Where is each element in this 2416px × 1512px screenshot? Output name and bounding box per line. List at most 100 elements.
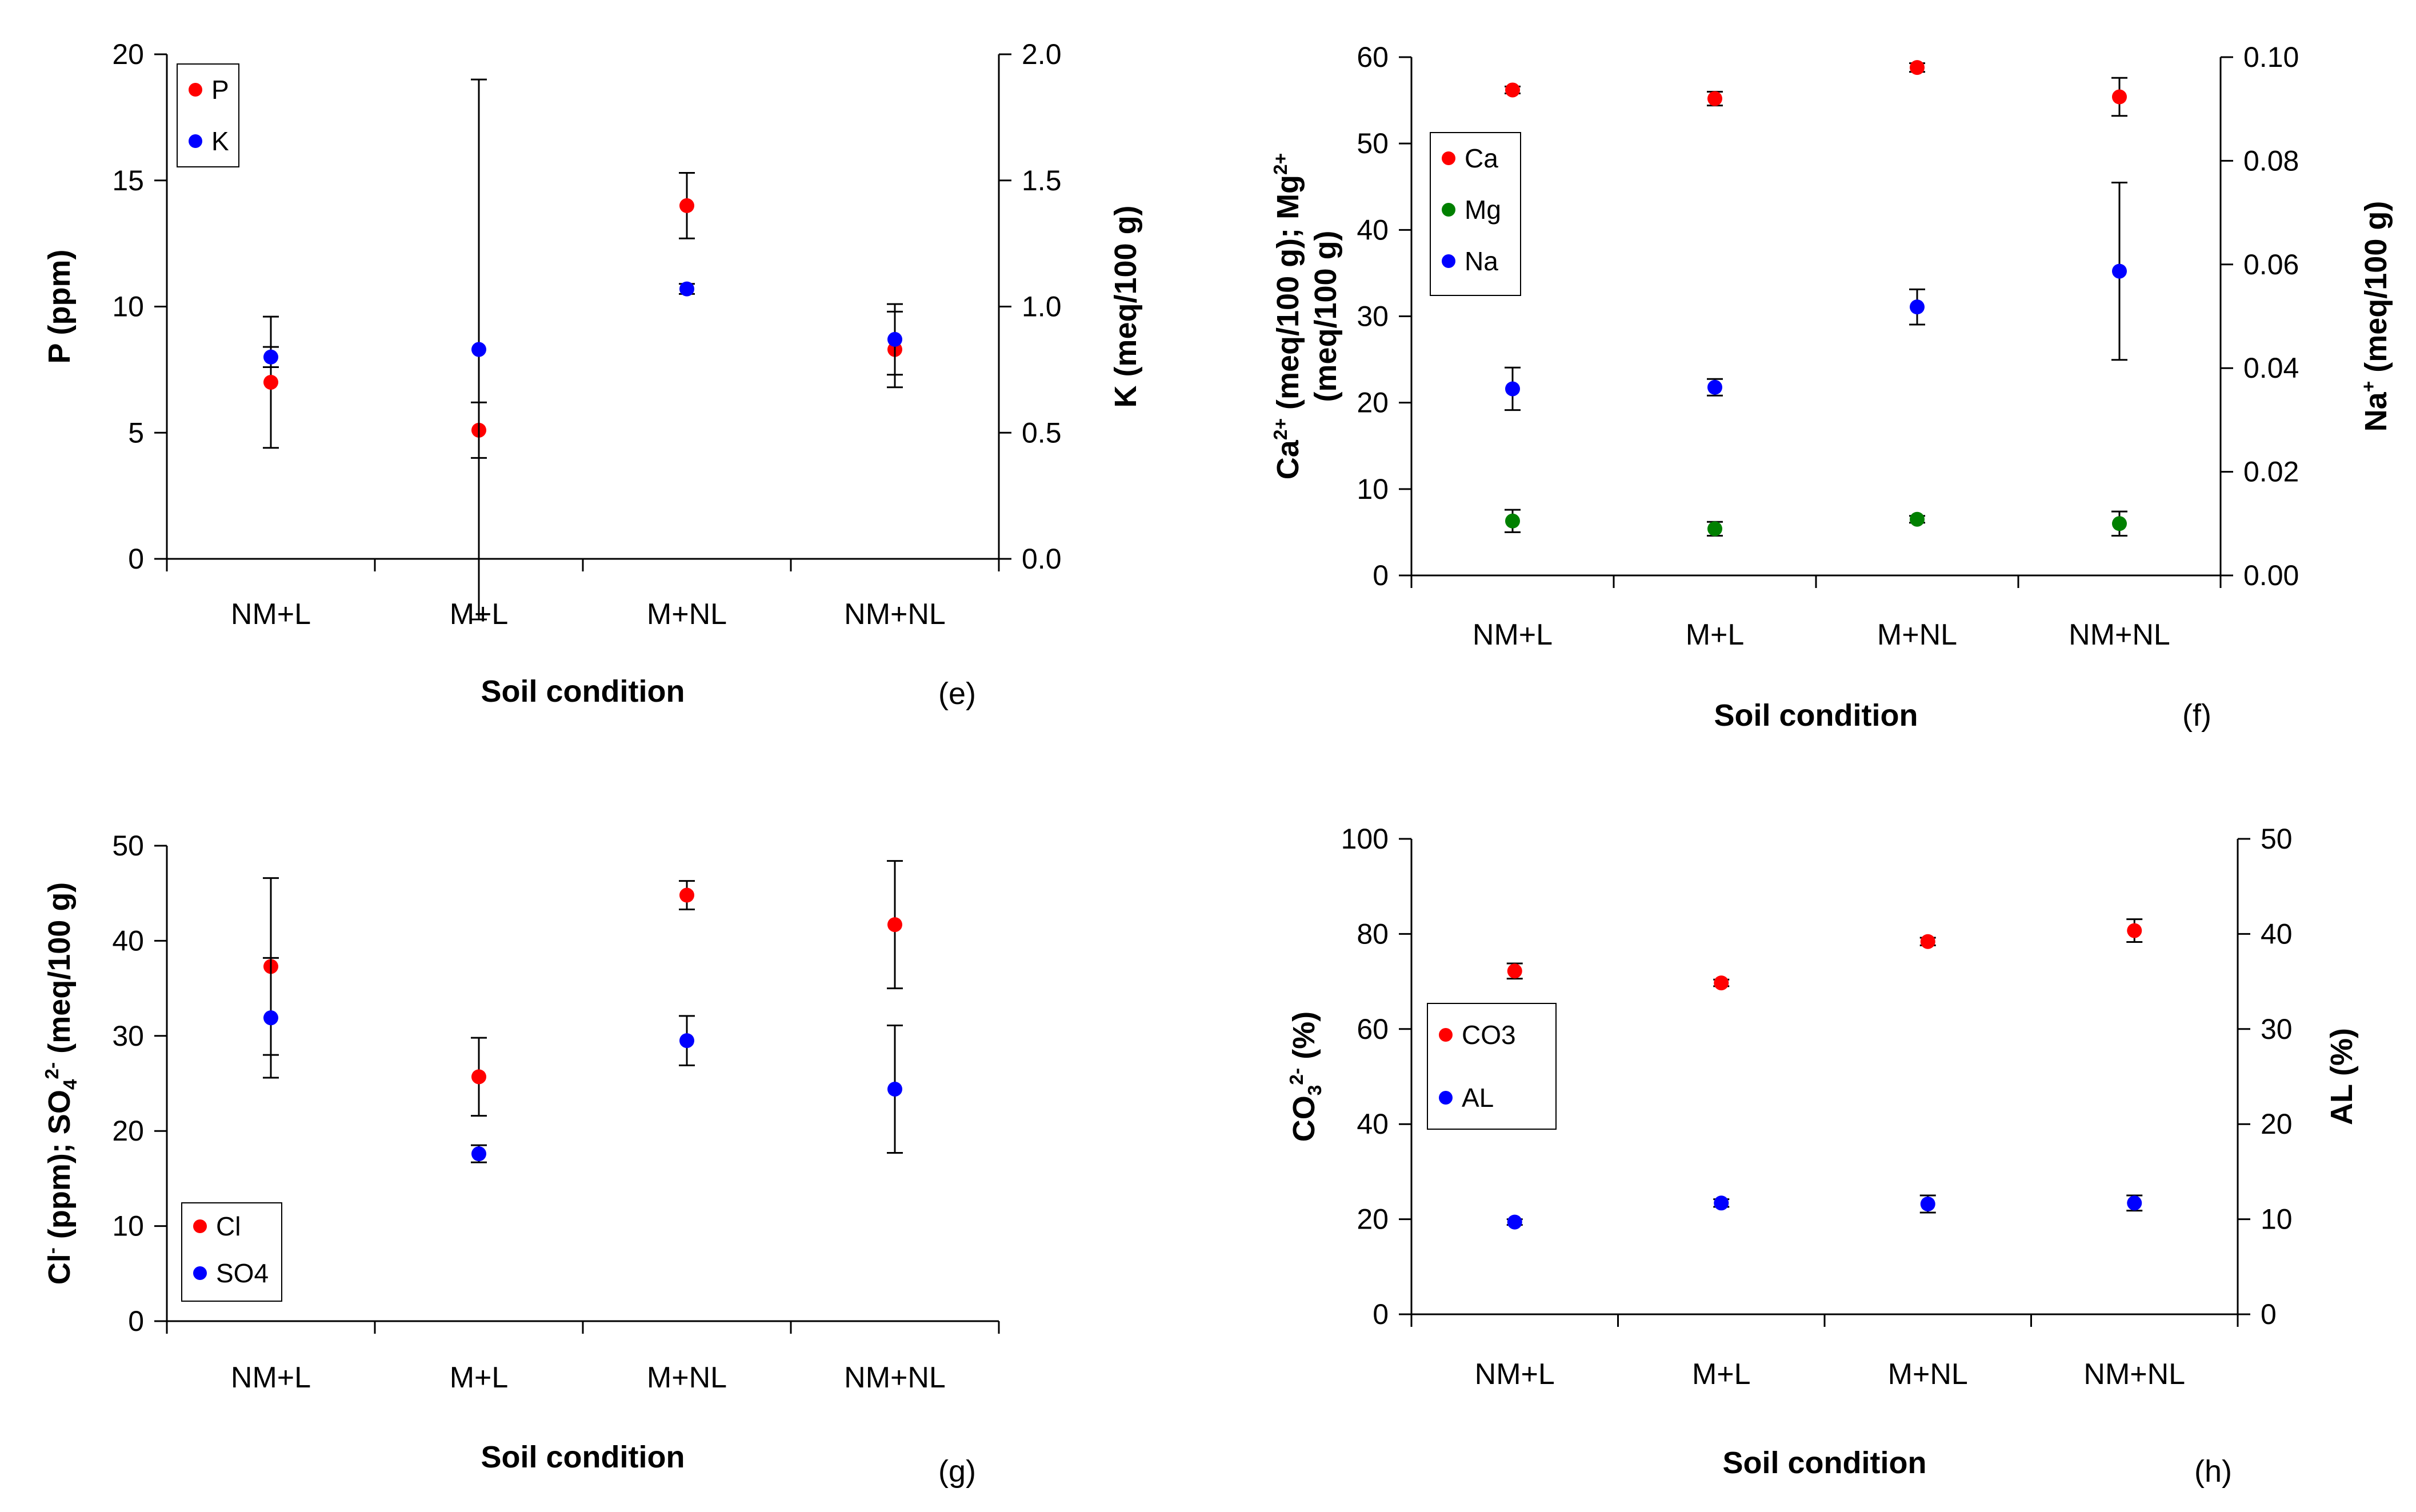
x-axis-label: Soil condition xyxy=(481,1440,685,1474)
y-axis-label-left-line2: (meq/100 g) xyxy=(1309,230,1343,402)
y-tick-label-right: 0.0 xyxy=(1022,543,1062,575)
legend-label-cl: Cl xyxy=(216,1211,241,1241)
legend-marker-cl xyxy=(193,1219,207,1233)
x-tick-label: NM+L xyxy=(1475,1358,1555,1391)
y-tick-label-right: 0.02 xyxy=(2243,456,2299,488)
data-point-co3 xyxy=(2127,923,2142,938)
y-axis-label-left-line1: Ca2+ (meq/100 g); Mg2+ xyxy=(1270,153,1305,479)
y-tick-label-right: 10 xyxy=(2261,1203,2293,1235)
data-point-k xyxy=(471,342,486,357)
data-point-co3 xyxy=(1920,934,1935,949)
legend-box xyxy=(1427,1003,1557,1130)
y-axis-label-left: CO32- (%) xyxy=(1286,1011,1326,1142)
data-point-mg xyxy=(1910,511,1925,527)
y-axis-label-right: K (meq/100 g) xyxy=(1109,205,1143,407)
y-tick-label-left: 10 xyxy=(112,1210,144,1242)
x-tick-label: M+NL xyxy=(1877,618,1957,651)
legend-label-p: P xyxy=(211,75,229,105)
y-tick-label-right: 30 xyxy=(2261,1013,2293,1045)
legend-label-so4: SO4 xyxy=(216,1258,269,1288)
x-tick-label: NM+NL xyxy=(844,1361,946,1394)
data-point-na xyxy=(2112,263,2127,279)
data-point-ca xyxy=(1910,60,1925,75)
x-tick-label: M+L xyxy=(1692,1358,1751,1391)
data-point-so4 xyxy=(471,1146,486,1162)
data-point-ca xyxy=(1505,82,1520,98)
y-tick-label-left: 50 xyxy=(112,830,144,862)
x-tick-label: NM+NL xyxy=(2069,618,2170,651)
data-point-al xyxy=(1714,1195,1729,1211)
panel-label: (f) xyxy=(2182,698,2211,733)
y-tick-label-right: 0.00 xyxy=(2243,559,2299,591)
y-tick-label-left: 30 xyxy=(112,1020,144,1052)
y-tick-label-right: 0.08 xyxy=(2243,145,2299,177)
panel-label: (e) xyxy=(938,677,976,711)
series-na xyxy=(1505,181,2127,411)
x-tick-label: NM+L xyxy=(1473,618,1553,651)
series-so4 xyxy=(263,957,903,1163)
y-axis-label-right: AL (%) xyxy=(2325,1028,2359,1125)
data-point-al xyxy=(2127,1195,2142,1211)
y-tick-label-left: 0 xyxy=(1373,559,1389,591)
y-tick-label-left: 40 xyxy=(1357,214,1389,246)
legend: Cl SO4 xyxy=(181,1202,282,1302)
x-tick-label: M+NL xyxy=(1888,1358,1968,1391)
series-p xyxy=(263,172,903,459)
legend-marker-mg xyxy=(1442,203,1455,217)
chart-panel-g: 0 10 20 30 40 50 NM+L M+L M+NL NM+NL Soil conditio… xyxy=(42,830,1000,1489)
data-point-na xyxy=(1910,299,1925,315)
data-point-ca xyxy=(2112,89,2127,105)
data-point-al xyxy=(1920,1196,1935,1211)
legend: CO3 AL xyxy=(1427,1003,1557,1130)
y-axis-label-right-text: K (meq/100 g) xyxy=(1109,205,1143,407)
legend-marker-p xyxy=(189,83,202,97)
y-tick-label-left: 20 xyxy=(112,38,144,70)
legend-marker-so4 xyxy=(193,1266,207,1280)
series-mg xyxy=(1505,509,2127,537)
y-tick-label-left: 100 xyxy=(1341,823,1389,855)
x-tick-label: M+L xyxy=(1686,618,1745,651)
data-point-cl xyxy=(887,917,902,933)
legend-box xyxy=(181,1202,282,1302)
y-tick-label-right: 0.10 xyxy=(2243,41,2299,73)
data-point-k xyxy=(263,349,278,365)
y-tick-label-left: 0 xyxy=(128,543,144,575)
data-point-na xyxy=(1505,381,1520,397)
y-axis-label-left: P (ppm) xyxy=(42,250,77,364)
legend-marker-co3 xyxy=(1439,1028,1453,1042)
y-tick-label-left: 30 xyxy=(1357,301,1389,333)
data-point-so4 xyxy=(887,1081,902,1097)
y-axis-label-left: Cl- (ppm); SO42- (meq/100 g) xyxy=(42,882,81,1285)
legend-label-na: Na xyxy=(1465,246,1498,276)
y-tick-label-left: 40 xyxy=(112,925,144,957)
y-tick-label-right: 0.5 xyxy=(1022,417,1062,449)
y-axis-label-right-text: AL (%) xyxy=(2325,1028,2359,1125)
y-tick-label-right: 50 xyxy=(2261,823,2293,855)
y-tick-label-left: 80 xyxy=(1357,918,1389,950)
y-tick-label-right: 20 xyxy=(2261,1108,2293,1140)
data-point-k xyxy=(679,281,694,297)
y-tick-label-left: 15 xyxy=(112,165,144,197)
x-axis-label: Soil condition xyxy=(1723,1446,1927,1480)
chart-panel-h: 0 20 40 60 80 100 0 10 20 30 40 50 NM+L M+L M+NL NM+NL S… xyxy=(1286,823,2359,1489)
y-tick-label-right: 2.0 xyxy=(1022,38,1062,70)
y-axis-label-right-text: Na+ (meq/100 g) xyxy=(2358,201,2393,432)
data-point-so4 xyxy=(263,1010,278,1026)
x-axis-label: Soil condition xyxy=(481,674,685,709)
panel-label: (h) xyxy=(2194,1454,2232,1489)
x-tick-label: NM+NL xyxy=(2083,1358,2185,1391)
legend-label-ca: Ca xyxy=(1465,143,1498,173)
series-k xyxy=(263,78,903,621)
y-tick-label-left: 10 xyxy=(1357,473,1389,505)
legend: PK xyxy=(177,63,239,167)
legend-marker-al xyxy=(1439,1091,1453,1105)
y-tick-label-right: 1.0 xyxy=(1022,291,1062,323)
y-axis-label-left-text: Cl- (ppm); SO42- (meq/100 g) xyxy=(42,882,81,1285)
x-tick-label: NM+NL xyxy=(844,598,946,631)
legend-label-mg: Mg xyxy=(1465,195,1501,225)
legend-box xyxy=(177,63,239,167)
data-point-p xyxy=(263,374,278,390)
legend-label-k: K xyxy=(211,126,229,156)
y-tick-label-left: 10 xyxy=(112,291,144,323)
legend-marker-k xyxy=(189,134,202,148)
